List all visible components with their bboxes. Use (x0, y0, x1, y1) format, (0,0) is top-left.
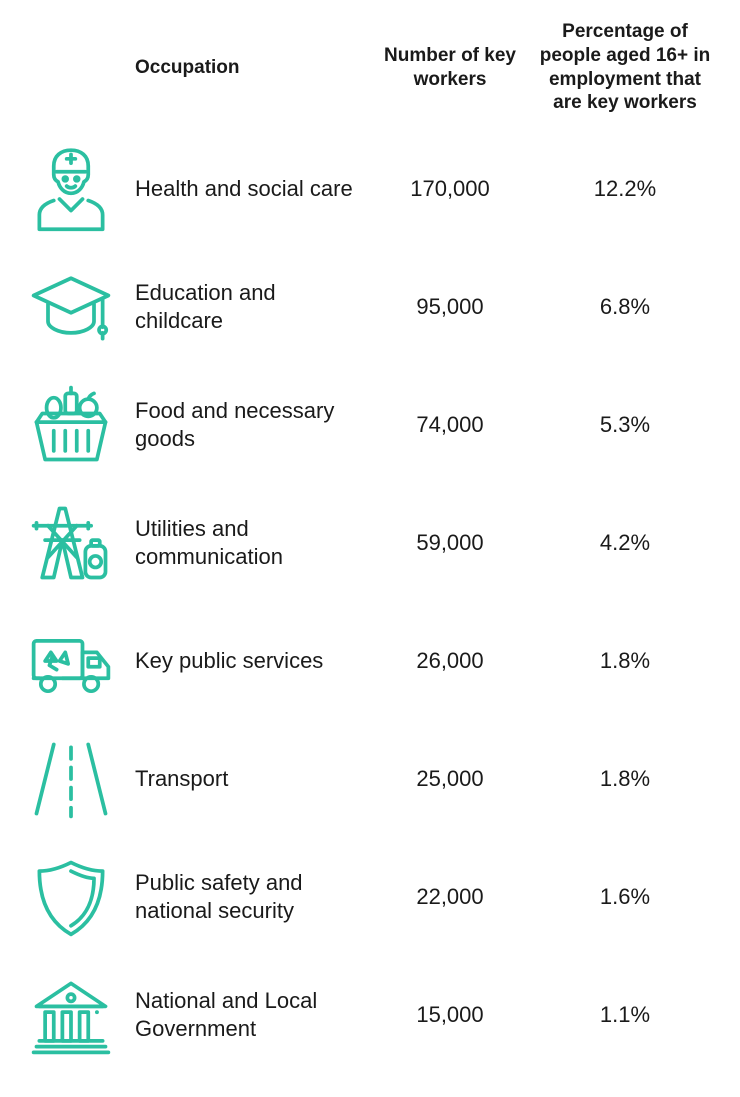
occupation-label: Education and childcare (135, 279, 365, 335)
graduation-icon (25, 251, 135, 363)
occupation-label: Food and necessary goods (135, 397, 365, 453)
table-row: Transport 25,000 1.8% (25, 723, 715, 835)
table-row: Food and necessary goods 74,000 5.3% (25, 369, 715, 481)
header-percentage: Percentage of people aged 16+ in employm… (535, 20, 715, 115)
percentage-value: 1.8% (535, 766, 715, 792)
number-value: 95,000 (365, 294, 535, 320)
number-value: 25,000 (365, 766, 535, 792)
occupation-label: Health and social care (135, 175, 365, 203)
occupation-label: Transport (135, 765, 365, 793)
key-workers-table: Occupation Number of key workers Percent… (25, 20, 715, 1071)
pylon-icon (25, 487, 135, 599)
percentage-value: 1.1% (535, 1002, 715, 1028)
table-header-row: Occupation Number of key workers Percent… (25, 20, 715, 115)
occupation-label: Public safety and national security (135, 869, 365, 925)
shield-icon (25, 841, 135, 953)
table-row: Utilities and communication 59,000 4.2% (25, 487, 715, 599)
percentage-value: 4.2% (535, 530, 715, 556)
occupation-label: Key public services (135, 647, 365, 675)
number-value: 59,000 (365, 530, 535, 556)
number-value: 74,000 (365, 412, 535, 438)
occupation-label: National and Local Government (135, 987, 365, 1043)
percentage-value: 1.8% (535, 648, 715, 674)
government-icon (25, 959, 135, 1071)
basket-icon (25, 369, 135, 481)
number-value: 15,000 (365, 1002, 535, 1028)
number-value: 22,000 (365, 884, 535, 910)
table-row: Health and social care 170,000 12.2% (25, 133, 715, 245)
table-row: Education and childcare 95,000 6.8% (25, 251, 715, 363)
table-row: Public safety and national security 22,0… (25, 841, 715, 953)
number-value: 26,000 (365, 648, 535, 674)
header-occupation: Occupation (135, 56, 365, 80)
table-row: National and Local Government 15,000 1.1… (25, 959, 715, 1071)
nurse-icon (25, 133, 135, 245)
table-row: Key public services 26,000 1.8% (25, 605, 715, 717)
percentage-value: 1.6% (535, 884, 715, 910)
truck-icon (25, 605, 135, 717)
percentage-value: 6.8% (535, 294, 715, 320)
percentage-value: 5.3% (535, 412, 715, 438)
road-icon (25, 723, 135, 835)
percentage-value: 12.2% (535, 176, 715, 202)
header-number: Number of key workers (365, 44, 535, 92)
number-value: 170,000 (365, 176, 535, 202)
occupation-label: Utilities and communication (135, 515, 365, 571)
